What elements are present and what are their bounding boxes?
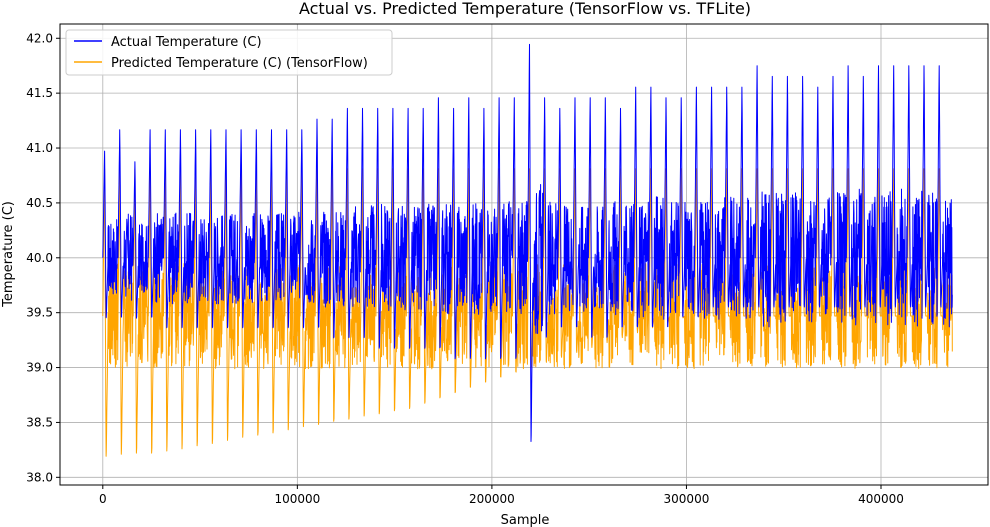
- x-tick-label: 400000: [858, 492, 904, 506]
- x-tick-label: 100000: [274, 492, 320, 506]
- y-tick-label: 39.0: [26, 361, 53, 375]
- y-tick-label: 40.0: [26, 251, 53, 265]
- y-tick-label: 41.0: [26, 141, 53, 155]
- plot-frame: [59, 23, 989, 486]
- series-line-actual: [102, 43, 953, 442]
- legend: Actual Temperature (C) Predicted Tempera…: [65, 29, 393, 76]
- x-tick-label: 300000: [664, 492, 710, 506]
- chart-title: Actual vs. Predicted Temperature (Tensor…: [299, 0, 751, 18]
- series-line-predicted: [102, 168, 953, 457]
- x-axis: 0 100000 200000 300000 400000: [99, 485, 904, 506]
- legend-box: [65, 29, 393, 76]
- legend-label-actual: Actual Temperature (C): [111, 35, 262, 50]
- y-axis-label: Temperature (C): [1, 201, 16, 308]
- y-tick-label: 40.5: [26, 196, 53, 210]
- y-tick-label: 41.5: [26, 86, 53, 100]
- y-tick-label: 42.0: [26, 31, 53, 45]
- y-tick-label: 38.0: [26, 470, 53, 484]
- y-tick-label: 39.5: [26, 306, 53, 320]
- x-axis-label: Sample: [501, 513, 550, 527]
- x-tick-label: 200000: [469, 492, 515, 506]
- legend-label-predicted: Predicted Temperature (C) (TensorFlow): [111, 56, 368, 71]
- y-tick-label: 38.5: [26, 415, 53, 429]
- x-tick-label: 0: [99, 492, 107, 506]
- plot-area: [102, 43, 953, 457]
- y-axis: 38.0 38.5 39.0 39.5 40.0 40.5 41.0 41.5 42.0: [26, 31, 60, 484]
